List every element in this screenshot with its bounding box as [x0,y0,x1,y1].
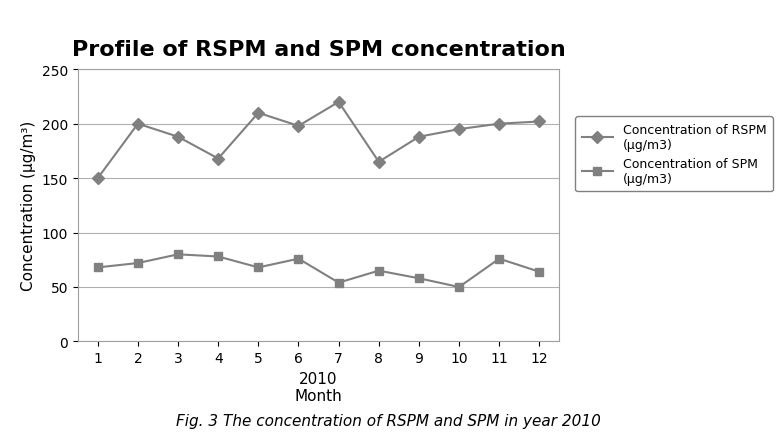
Concentration of RSPM
(μg/m3) [253,111,263,116]
Concentration of RSPM
(μg/m3) [134,122,143,127]
Concentration of RSPM
(μg/m3) [214,156,223,162]
Line: Concentration of SPM
(μg/m3): Concentration of SPM (μg/m3) [93,251,544,291]
Concentration of SPM
(μg/m3) [134,261,143,266]
Concentration of RSPM
(μg/m3) [173,135,183,140]
Concentration of SPM
(μg/m3) [253,265,263,270]
Concentration of SPM
(μg/m3) [374,268,383,274]
Text: Fig. 3 The concentration of RSPM and SPM in year 2010: Fig. 3 The concentration of RSPM and SPM… [176,413,601,428]
Concentration of RSPM
(μg/m3) [414,135,423,140]
Concentration of SPM
(μg/m3) [414,276,423,281]
Concentration of SPM
(μg/m3) [334,280,343,286]
Concentration of SPM
(μg/m3) [535,269,544,275]
Concentration of RSPM
(μg/m3) [93,176,103,181]
Concentration of RSPM
(μg/m3) [294,124,303,129]
Title: Profile of RSPM and SPM concentration: Profile of RSPM and SPM concentration [71,40,566,60]
Line: Concentration of RSPM
(μg/m3): Concentration of RSPM (μg/m3) [93,99,544,183]
Concentration of SPM
(μg/m3) [173,252,183,258]
Concentration of SPM
(μg/m3) [214,254,223,260]
Concentration of RSPM
(μg/m3) [334,100,343,105]
Concentration of SPM
(μg/m3) [494,257,503,262]
Concentration of RSPM
(μg/m3) [374,160,383,165]
Legend: Concentration of RSPM
(μg/m3), Concentration of SPM
(μg/m3): Concentration of RSPM (μg/m3), Concentra… [575,117,772,192]
Concentration of SPM
(μg/m3) [455,285,464,290]
X-axis label: 2010
Month: 2010 Month [294,371,343,403]
Y-axis label: Concentration (μg/m³): Concentration (μg/m³) [21,121,36,291]
Concentration of RSPM
(μg/m3) [455,127,464,132]
Concentration of SPM
(μg/m3) [93,265,103,270]
Concentration of RSPM
(μg/m3) [494,122,503,127]
Concentration of SPM
(μg/m3) [294,257,303,262]
Concentration of RSPM
(μg/m3) [535,120,544,125]
